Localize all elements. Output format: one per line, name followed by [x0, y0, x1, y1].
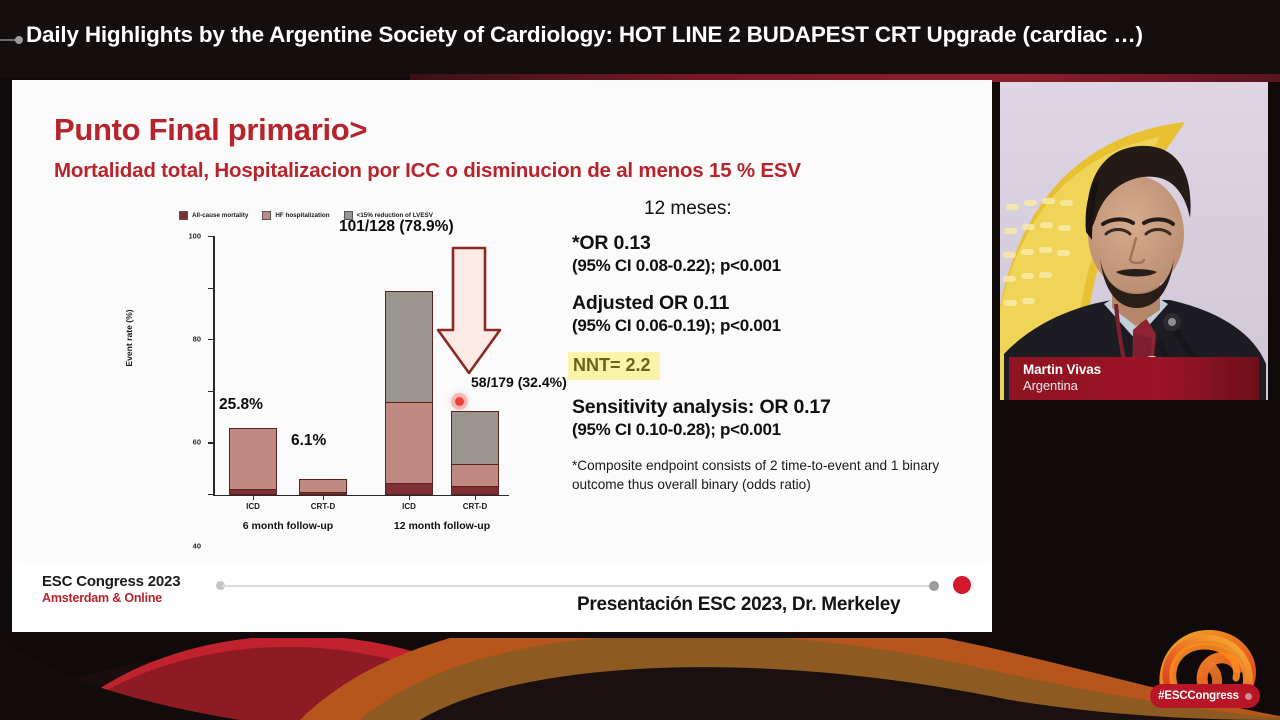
footer-progress-gray-dot[interactable] — [929, 581, 939, 591]
footer-progress-track[interactable] — [222, 585, 932, 587]
chart-x-tick — [409, 494, 411, 500]
chart-bar-segment — [385, 482, 433, 495]
chart-bar-segment — [229, 488, 277, 495]
chart-y-tick: 80 — [193, 287, 213, 344]
chart-legend-item: All-cause mortality — [179, 210, 249, 220]
chart-x-tick — [323, 494, 325, 500]
results-text-column: 12 meses: *OR 0.13 (95% CI 0.08-0.22); p… — [568, 198, 972, 494]
legend-swatch-icon — [179, 210, 188, 220]
chart-legend-item: HF hospitalization — [262, 210, 330, 220]
chart-legend-item: <15% reduction of LVESV — [343, 210, 433, 220]
legend-swatch-icon — [343, 210, 353, 220]
legend-label: HF hospitalization — [275, 211, 330, 219]
odds-ratio-adjusted: Adjusted OR 0.11 — [572, 292, 730, 314]
chart-y-tick-label: 100 — [188, 231, 201, 241]
chart-value-annotation: 25.8% — [219, 396, 263, 413]
footer-presenter-credit: Presentación ESC 2023, Dr. Merkeley — [577, 594, 901, 615]
chart-x-axis — [213, 494, 509, 496]
slide-footer: ESC Congress 2023 Amsterdam & Online Pre… — [12, 564, 992, 632]
speaker-video-panel[interactable]: Martin Vivas Argentina — [1000, 82, 1268, 400]
speaker-lower-third: Martin Vivas Argentina — [1009, 357, 1259, 400]
chart-x-tick-label: ICD — [246, 502, 260, 511]
nnt-highlight: NNT= 2.2 — [568, 352, 660, 380]
chart-x-tick — [475, 494, 477, 500]
sensitivity-analysis: Sensitivity analysis: OR 0.17 — [572, 396, 831, 418]
chart-y-tick: 100 — [188, 232, 213, 241]
chart-bar-segment — [385, 401, 433, 483]
event-rate-bar-chart: All-cause mortality HF hospitalization <15… — [124, 208, 567, 568]
chart-value-annotation: 101/128 (78.9%) — [339, 218, 454, 235]
odds-ratio-primary-ci: (95% CI 0.08-0.22); p<0.001 — [572, 256, 781, 275]
footer-congress-location: Amsterdam & Online — [42, 591, 163, 605]
chart-bar — [451, 410, 499, 495]
slide-subtitle: Mortalidad total, Hospitalizacion por IC… — [54, 159, 801, 182]
chart-bar — [229, 427, 277, 495]
improvement-arrow-icon — [436, 246, 502, 375]
legend-label: All-cause mortality — [192, 211, 249, 219]
chart-bar-segment — [229, 427, 277, 489]
sensitivity-analysis-ci: (95% CI 0.10-0.28); p<0.001 — [572, 420, 781, 439]
chart-group-label: 6 month follow-up — [242, 520, 334, 532]
page-title: Daily Highlights by the Argentine Societ… — [26, 22, 1143, 47]
presentation-slide[interactable]: Punto Final primario> Mortalidad total, … — [12, 80, 992, 632]
footer-congress-name: ESC Congress 2023 — [42, 573, 181, 590]
odds-ratio-adjusted-ci: (95% CI 0.06-0.19); p<0.001 — [572, 316, 781, 335]
chart-y-tick: 60 — [193, 339, 213, 447]
chart-x-tick-label: CRT-D — [462, 502, 488, 511]
chart-bar-segment — [299, 478, 347, 493]
chart-bar-segment — [451, 410, 499, 464]
chart-y-axis-label: Event rate (%) — [124, 309, 134, 367]
progress-dot-icon — [0, 36, 28, 44]
speaker-name: Martin Vivas — [1023, 362, 1102, 377]
chart-y-tick-label: 60 — [192, 437, 201, 447]
legend-swatch-icon — [262, 210, 272, 220]
laser-pointer-dot — [455, 397, 464, 406]
chart-legend: All-cause mortality HF hospitalization <15… — [179, 208, 524, 222]
chart-group-label: 12 month follow-up — [393, 520, 491, 532]
chart-bar-segment — [385, 290, 433, 402]
chart-y-axis — [213, 236, 215, 496]
speaker-country: Argentina — [1023, 378, 1078, 393]
composite-endpoint-footnote: *Composite endpoint consists of 2 time-t… — [572, 458, 940, 492]
odds-ratio-primary: *OR 0.13 — [572, 232, 651, 254]
chart-y-tick-label: 80 — [192, 334, 201, 344]
chart-x-tick — [253, 494, 255, 500]
chart-plot-area: 0 20 40 60 80 100 ICD CRT-D ICD CRT-D 6 month foll… — [188, 218, 566, 550]
accent-stripe — [410, 74, 1280, 82]
chart-bar — [299, 478, 347, 495]
chart-value-annotation: 58/179 (32.4%) — [471, 374, 567, 390]
results-timepoint: 12 meses: — [644, 198, 732, 219]
legend-label: <15% reduction of LVESV — [356, 211, 433, 219]
chart-x-tick-label: ICD — [402, 502, 416, 511]
slide-title: Punto Final primario> — [54, 112, 368, 147]
chart-value-annotation: 6.1% — [291, 432, 327, 449]
speaker-video-frame — [1000, 82, 1268, 400]
chart-y-tick: 20 — [208, 442, 213, 444]
chart-y-tick: 0 — [208, 494, 213, 496]
footer-progress-start-dot — [216, 581, 225, 590]
chart-bar-segment — [451, 463, 499, 486]
badge-dot-icon — [1244, 692, 1252, 700]
esc-hashtag-badge[interactable]: #ESCCongress — [1150, 684, 1260, 708]
chart-y-tick: 40 — [193, 390, 213, 550]
footer-progress-red-dot[interactable] — [953, 576, 971, 594]
chart-bar-segment — [451, 485, 499, 495]
chart-x-tick-label: CRT-D — [310, 502, 336, 511]
chart-bar-segment — [299, 492, 347, 495]
chart-bar — [385, 290, 433, 495]
chart-y-tick-label: 40 — [192, 541, 201, 551]
top-title-bar: Daily Highlights by the Argentine Societ… — [0, 0, 1280, 78]
esc-hashtag-text: #ESCCongress — [1158, 690, 1239, 702]
